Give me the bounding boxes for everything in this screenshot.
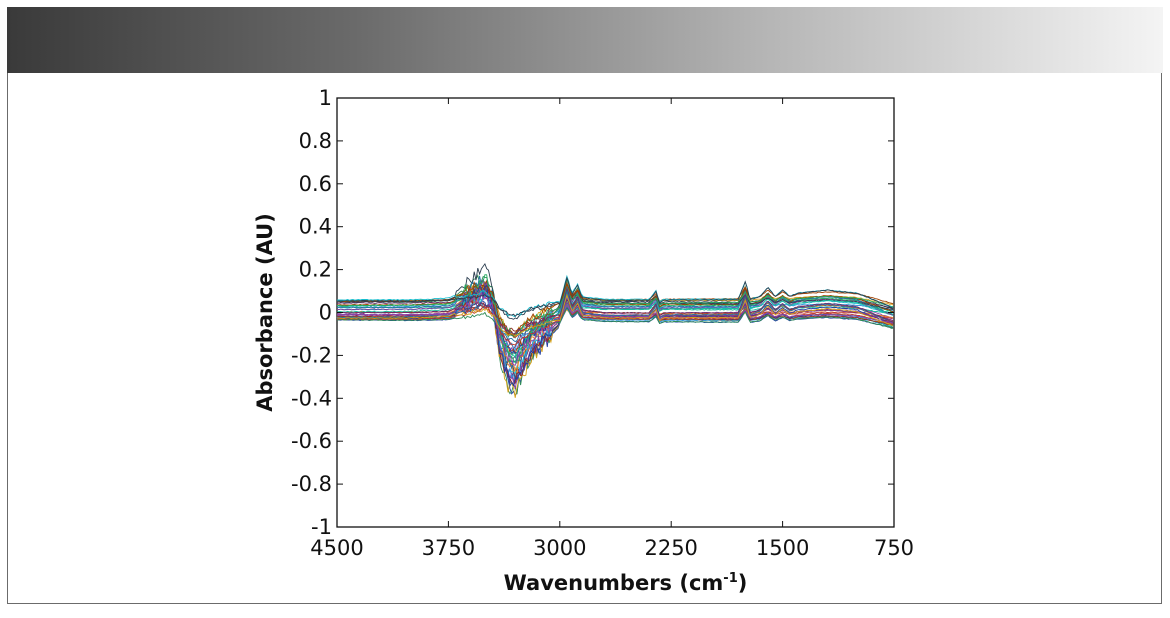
figure-frame xyxy=(7,73,1162,604)
spectrum-line xyxy=(336,293,894,337)
x-tick-label: 4500 xyxy=(310,536,363,560)
spectrum-line xyxy=(336,275,894,371)
plot-area: 1 0.8 0.6 0.4 0.2 0 -0.2 -0.4 -0.6 -0.8 -1 4500 375… xyxy=(291,86,914,560)
spectrum-line xyxy=(336,281,894,375)
x-axis-title-text: Wavenumbers (cm xyxy=(504,571,724,595)
y-tick-label: 1 xyxy=(319,86,332,110)
x-tick-label: 750 xyxy=(874,536,914,560)
series-group xyxy=(336,262,894,398)
x-axis-title: Wavenumbers (cm-1) xyxy=(504,571,748,595)
spectrum-line xyxy=(336,274,894,318)
y-axis-title: Absorbance (AU) xyxy=(253,213,277,412)
header-banner xyxy=(7,7,1163,73)
spectrum-line xyxy=(336,290,894,359)
x-tick-label: 3000 xyxy=(533,536,586,560)
y-tick-label: 0.2 xyxy=(299,258,332,282)
x-axis-title-superscript: -1 xyxy=(723,571,737,586)
y-tick-label: -0.6 xyxy=(291,429,332,453)
spectrum-line xyxy=(336,305,894,337)
spectrum-line xyxy=(336,282,894,366)
x-tick-label: 1500 xyxy=(756,536,809,560)
spectrum-line xyxy=(336,290,894,343)
y-tick-label: 0 xyxy=(319,301,332,325)
y-tick-label: 0.6 xyxy=(299,172,332,196)
x-tick-label: 2250 xyxy=(644,536,697,560)
y-tick-label: -0.8 xyxy=(291,472,332,496)
y-tick-label: -0.4 xyxy=(291,386,332,410)
spectrum-line xyxy=(336,286,894,335)
y-tick-label: 0.4 xyxy=(299,215,332,239)
y-tick-label: -1 xyxy=(311,515,332,539)
spectrum-line xyxy=(336,276,894,317)
y-axis: 1 0.8 0.6 0.4 0.2 0 -0.2 -0.4 -0.6 -0.8 -1 xyxy=(291,86,894,539)
spectrum-line xyxy=(336,289,894,366)
x-axis-title-close: ) xyxy=(738,571,748,595)
spectrum-line xyxy=(337,274,894,364)
y-tick-label: -0.2 xyxy=(291,343,332,367)
y-tick-label: 0.8 xyxy=(299,129,332,153)
x-axis: 4500 3750 3000 2250 1500 750 xyxy=(310,98,914,560)
x-tick-label: 3750 xyxy=(422,536,475,560)
